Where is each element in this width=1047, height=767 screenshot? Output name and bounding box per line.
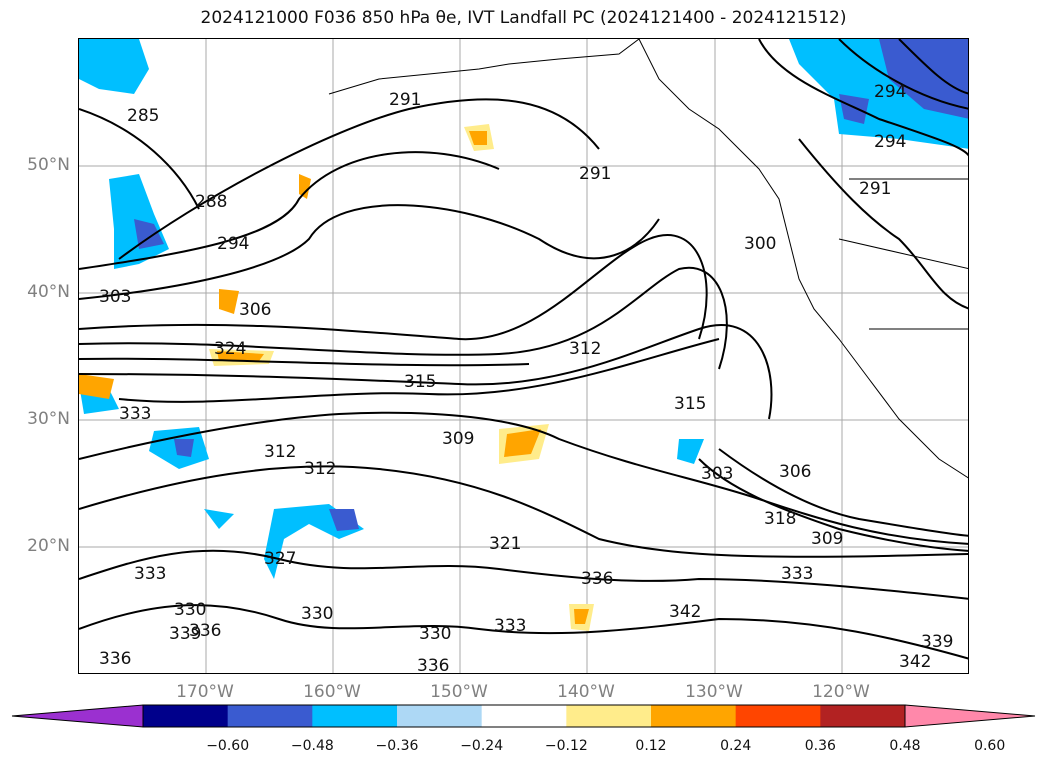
contour-label: 321 xyxy=(489,534,521,554)
colorbar-tick-label: 0.48 xyxy=(889,738,921,754)
contour-label: 306 xyxy=(239,300,271,320)
colorbar-tick-label: 0.12 xyxy=(635,738,667,754)
contour-label: 312 xyxy=(264,442,296,462)
contour-label: 288 xyxy=(195,192,227,212)
colorbar-swatch xyxy=(566,705,652,727)
contour-label: 339 xyxy=(169,624,201,644)
contour-label: 342 xyxy=(669,602,701,622)
contour-label: 333 xyxy=(781,564,813,584)
contour-label: 300 xyxy=(744,234,776,254)
colorbar-frame xyxy=(142,704,906,728)
map-panel: 285 291 288 294 303 306 324 315 312 312 … xyxy=(78,38,969,674)
colorbar-swatch xyxy=(143,705,229,727)
graticule xyxy=(79,39,968,673)
lat-label-30n: 30°N xyxy=(27,409,70,429)
contour-label: 336 xyxy=(189,621,221,641)
colorbar-tick-label: −0.48 xyxy=(290,738,334,754)
contour-label: 303 xyxy=(99,287,131,307)
contour-label: 336 xyxy=(99,649,131,669)
contour-label: 327 xyxy=(264,549,296,569)
contour-label: 333 xyxy=(119,404,151,424)
contour-label: 336 xyxy=(581,569,613,589)
contour-label: 291 xyxy=(389,90,421,110)
contour-label: 318 xyxy=(764,509,796,529)
lat-label-20n: 20°N xyxy=(27,536,70,556)
contour-label: 294 xyxy=(874,82,906,102)
contour-label: 330 xyxy=(419,624,451,644)
ivt-positive-shading xyxy=(79,124,594,631)
colorbar xyxy=(0,700,1047,740)
colorbar-svg xyxy=(11,704,1036,728)
colorbar-swatch xyxy=(397,705,483,727)
contour-label: 336 xyxy=(417,656,449,674)
contour-label: 312 xyxy=(304,459,336,479)
contour-label: 330 xyxy=(301,604,333,624)
colorbar-swatch xyxy=(227,705,313,727)
lat-label-40n: 40°N xyxy=(27,282,70,302)
colorbar-swatch xyxy=(651,705,737,727)
contour-label: 306 xyxy=(779,462,811,482)
colorbar-tick-label: 0.60 xyxy=(974,738,1006,754)
contour-label: 285 xyxy=(127,106,159,126)
theta-e-contours xyxy=(79,39,968,660)
colorbar-extend-min xyxy=(11,704,144,728)
colorbar-tick-label: 0.36 xyxy=(804,738,836,754)
lon-label-120w: 120°W xyxy=(812,682,870,702)
colorbar-swatch xyxy=(820,705,906,727)
contour-label: 342 xyxy=(899,652,931,672)
contour-label: 309 xyxy=(442,429,474,449)
contour-label: 312 xyxy=(569,339,601,359)
colorbar-tick-label: −0.60 xyxy=(206,738,250,754)
contour-label: 309 xyxy=(811,529,843,549)
contour-label: 324 xyxy=(214,339,246,359)
colorbar-tick-label: −0.12 xyxy=(544,738,588,754)
colorbar-swatch xyxy=(735,705,821,727)
coastlines xyxy=(328,39,968,479)
ivt-negative-shading xyxy=(79,39,968,579)
colorbar-swatch xyxy=(312,705,398,727)
contour-label: 315 xyxy=(404,372,436,392)
contour-label: 339 xyxy=(921,632,953,652)
map-canvas: 285 291 288 294 303 306 324 315 312 312 … xyxy=(79,39,968,674)
lon-label-130w: 130°W xyxy=(685,682,743,702)
contour-label: 303 xyxy=(701,464,733,484)
lon-label-160w: 160°W xyxy=(303,682,361,702)
contour-label: 333 xyxy=(134,564,166,584)
map-title: 2024121000 F036 850 hPa θe, IVT Landfall… xyxy=(200,8,847,28)
colorbar-swatches xyxy=(11,704,1036,728)
contour-label: 291 xyxy=(859,179,891,199)
contour-label-group: 285 291 288 294 303 306 324 315 312 312 … xyxy=(99,82,953,674)
colorbar-tick-label: −0.24 xyxy=(460,738,504,754)
contour-label: 330 xyxy=(174,600,206,620)
lon-label-150w: 150°W xyxy=(430,682,488,702)
contour-label: 294 xyxy=(217,234,249,254)
colorbar-swatch xyxy=(481,705,567,727)
lat-label-50n: 50°N xyxy=(27,155,70,175)
colorbar-tick-label: −0.36 xyxy=(375,738,419,754)
colorbar-extend-max xyxy=(904,704,1036,728)
contour-label: 333 xyxy=(494,616,526,636)
contour-label: 291 xyxy=(579,164,611,184)
contour-label: 294 xyxy=(874,132,906,152)
colorbar-tick-label: 0.24 xyxy=(720,738,752,754)
lon-label-170w: 170°W xyxy=(176,682,234,702)
lon-label-140w: 140°W xyxy=(557,682,615,702)
contour-label: 315 xyxy=(674,394,706,414)
